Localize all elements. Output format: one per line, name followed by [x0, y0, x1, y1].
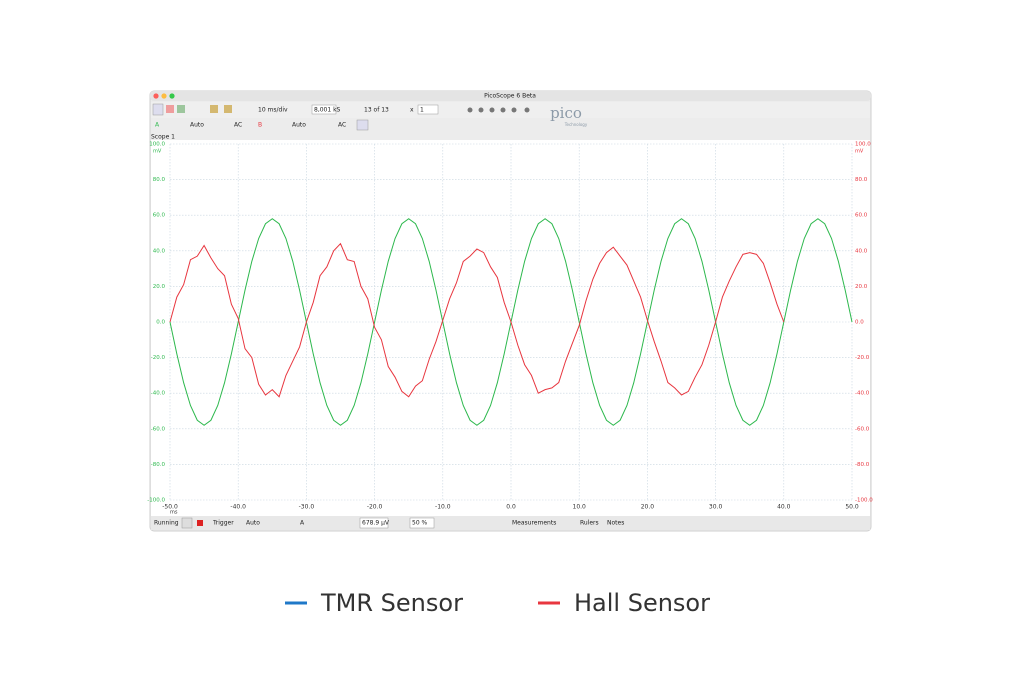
y-tick-label: 0.0	[156, 320, 165, 326]
x-tick-label: -30.0	[299, 504, 315, 511]
x-tick-label: -10.0	[435, 504, 451, 511]
pretrigger-box[interactable]	[409, 517, 435, 529]
x-axis-label: ms	[170, 510, 178, 516]
tool-icon[interactable]	[210, 105, 218, 113]
zoom[interactable]: 1	[420, 107, 424, 114]
tool-icon[interactable]	[166, 105, 174, 113]
trigger-channel[interactable]: A	[300, 520, 305, 527]
stop-button[interactable]	[197, 520, 203, 526]
legend: TMR Sensor Hall Sensor	[285, 589, 710, 617]
close-button[interactable]	[153, 93, 159, 99]
y-tick-label: 20.0	[153, 284, 166, 290]
title-bar	[150, 91, 871, 101]
start-button[interactable]	[181, 517, 193, 529]
x-tick-label: 30.0	[709, 504, 723, 511]
channel-a[interactable]: A	[155, 122, 160, 129]
threshold[interactable]: 678.9 µV	[362, 520, 390, 527]
timebase[interactable]: 10 ms/div	[258, 107, 288, 114]
tool-icon[interactable]	[224, 105, 232, 113]
y2-tick-label: -60.0	[855, 426, 870, 432]
y-tick-label: -60.0	[151, 426, 166, 432]
pretrigger[interactable]: 50 %	[412, 520, 428, 527]
channel-b[interactable]: B	[258, 122, 262, 129]
y-tick-label: 80.0	[153, 177, 166, 183]
y-tick-label: 60.0	[153, 213, 166, 219]
x-tick-label: 20.0	[641, 504, 655, 511]
status-bar	[151, 516, 870, 530]
rulers[interactable]: Rulers	[580, 520, 599, 527]
y2-tick-label: 60.0	[855, 213, 868, 219]
channel-b-range[interactable]: Auto	[292, 122, 306, 129]
channel-a-coupling[interactable]: AC	[234, 122, 242, 129]
y2-tick-label: -80.0	[855, 462, 870, 468]
y2-tick-label: 0.0	[855, 320, 864, 326]
tool-icon[interactable]	[152, 103, 164, 116]
channel-b-coupling[interactable]: AC	[338, 122, 346, 129]
zoom-box[interactable]	[417, 104, 439, 115]
legend-label: TMR Sensor	[320, 589, 463, 617]
legend-label: Hall Sensor	[574, 589, 710, 617]
samples[interactable]: 8,001 kS	[314, 107, 341, 114]
tool-icon[interactable]	[177, 105, 185, 113]
threshold-box[interactable]	[359, 517, 389, 529]
y2-tick-label: 80.0	[855, 177, 868, 183]
samples-box[interactable]	[311, 104, 337, 115]
tool-icon[interactable]	[356, 119, 369, 131]
scope-tab[interactable]: Scope 1	[151, 134, 175, 141]
y2-tick-label: -40.0	[855, 391, 870, 397]
x-tick-label: 50.0	[845, 504, 859, 511]
y2-tick-label: 100.0	[855, 142, 871, 148]
tool-icon[interactable]	[500, 107, 506, 113]
tool-icon[interactable]	[489, 107, 495, 113]
y2-tick-label: 40.0	[855, 248, 868, 254]
channel-a-range[interactable]: Auto	[190, 122, 204, 129]
plot-background	[151, 140, 870, 516]
plot: -50.0 -40.0 -30.0 -20.0 -10.0 0.0 10.0 20.0 30.0…	[147, 142, 873, 516]
measurements[interactable]: Measurements	[512, 520, 556, 527]
y-tick-label: -40.0	[151, 391, 166, 397]
x-tick-label: -20.0	[367, 504, 383, 511]
logo-sub: Technology	[564, 122, 588, 127]
zoom-tools	[467, 107, 530, 113]
x-tick-label: -40.0	[230, 504, 246, 511]
tool-icon[interactable]	[511, 107, 517, 113]
tool-icon[interactable]	[524, 107, 530, 113]
trigger-label: Trigger	[212, 520, 234, 527]
y-tick-label: -100.0	[147, 498, 165, 504]
x-tick-label: -50.0	[162, 504, 178, 511]
y-tick-label: -20.0	[151, 355, 166, 361]
tool-icon[interactable]	[478, 107, 484, 113]
zoom-label: x	[410, 107, 414, 114]
window-title: PicoScope 6 Beta	[484, 93, 536, 100]
minimize-button[interactable]	[161, 93, 167, 99]
series-line	[169, 242, 785, 398]
y-tick-label: 100.0	[149, 142, 165, 148]
buffer[interactable]: 13 of 13	[364, 107, 389, 114]
y2-axis-label: mV	[855, 149, 864, 155]
y2-tick-label: -100.0	[855, 498, 873, 504]
x-tick-label: 10.0	[573, 504, 587, 511]
run-state: Running	[154, 520, 179, 527]
tool-icon[interactable]	[467, 107, 473, 113]
zoom-button[interactable]	[169, 93, 175, 99]
logo: pico	[550, 104, 582, 122]
y2-tick-label: 20.0	[855, 284, 868, 290]
y-tick-label: -80.0	[151, 462, 166, 468]
x-tick-label: 0.0	[506, 504, 516, 511]
trigger-mode[interactable]: Auto	[246, 520, 260, 527]
y-axis-label: mV	[153, 149, 162, 155]
y-tick-label: 40.0	[153, 248, 166, 254]
notes[interactable]: Notes	[607, 520, 624, 527]
x-tick-label: 40.0	[777, 504, 791, 511]
y2-tick-label: -20.0	[855, 355, 870, 361]
